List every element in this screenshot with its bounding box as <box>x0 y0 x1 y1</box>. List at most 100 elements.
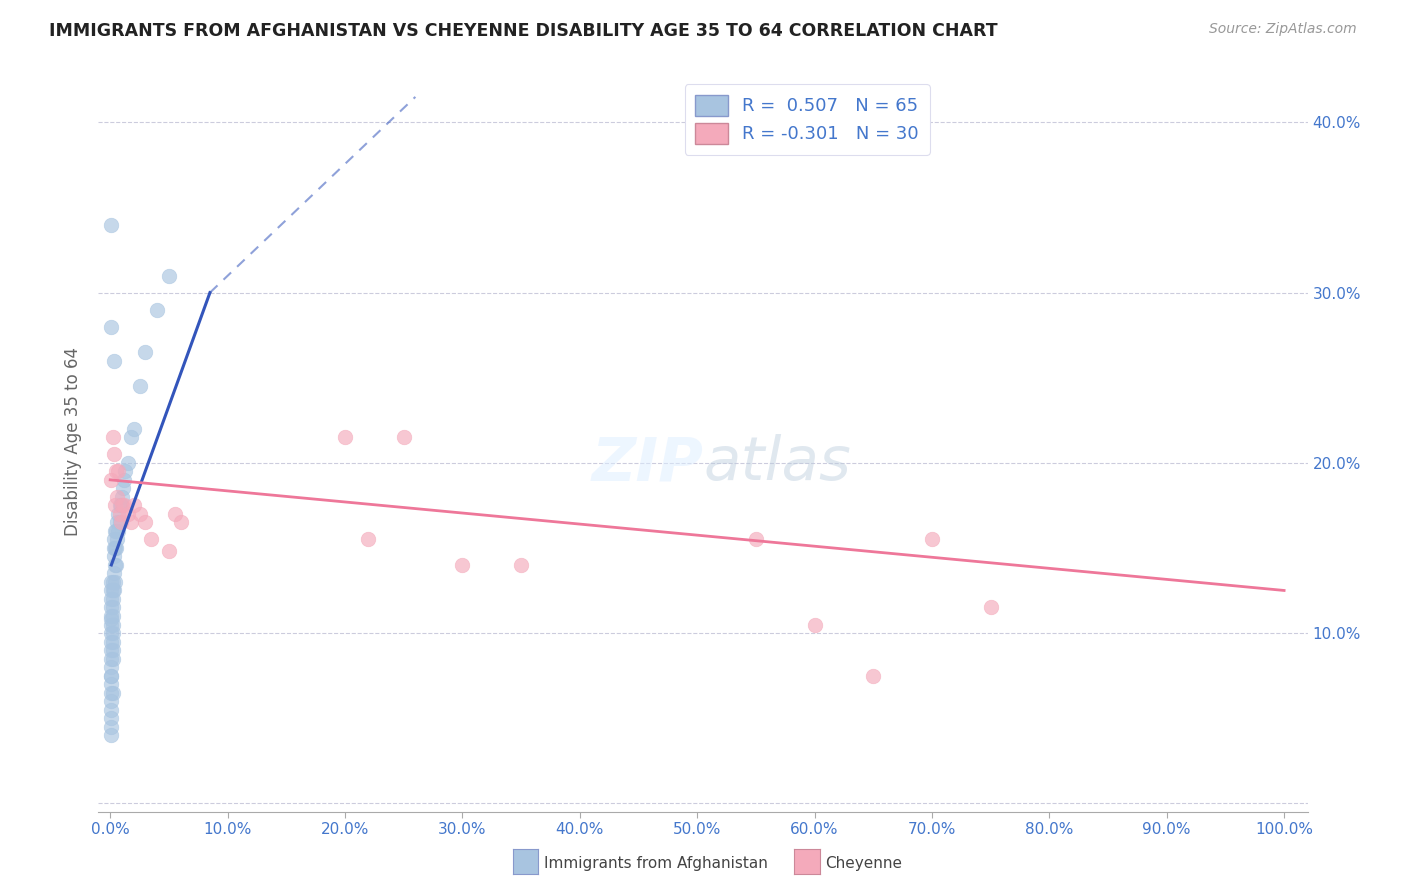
Point <box>101 651 124 665</box>
Point <box>100 728 122 742</box>
Text: ZIP: ZIP <box>591 434 703 493</box>
Point <box>101 617 124 632</box>
Point <box>100 218 122 232</box>
Point <box>105 541 128 555</box>
Point <box>105 490 128 504</box>
Point <box>101 609 124 624</box>
Text: atlas: atlas <box>703 434 851 493</box>
Point <box>108 499 131 513</box>
Point <box>101 430 124 444</box>
Point <box>141 533 163 547</box>
Point <box>103 541 125 555</box>
Point <box>745 533 768 547</box>
Point <box>128 507 150 521</box>
Point <box>108 516 131 530</box>
Point <box>100 694 122 708</box>
Point <box>104 574 127 589</box>
Point <box>108 507 131 521</box>
Point <box>117 456 139 470</box>
Point <box>862 668 884 682</box>
Point <box>104 499 127 513</box>
Point <box>111 490 134 504</box>
Point <box>100 711 122 725</box>
Point <box>100 612 122 626</box>
Legend: R =  0.507   N = 65, R = -0.301   N = 30: R = 0.507 N = 65, R = -0.301 N = 30 <box>685 84 929 154</box>
Point <box>104 541 127 555</box>
Point <box>105 558 128 572</box>
Point <box>146 302 169 317</box>
Text: Source: ZipAtlas.com: Source: ZipAtlas.com <box>1209 22 1357 37</box>
Point <box>100 591 122 606</box>
Point <box>163 507 186 521</box>
Point <box>103 566 125 581</box>
Point <box>103 447 125 461</box>
Point <box>134 516 156 530</box>
Point <box>392 430 415 444</box>
Point <box>100 600 122 615</box>
Point <box>112 499 135 513</box>
Point <box>157 268 180 283</box>
Point <box>120 430 142 444</box>
Point <box>104 558 127 572</box>
Point <box>105 464 128 478</box>
Point <box>122 499 145 513</box>
Point <box>101 583 124 598</box>
Point <box>100 668 122 682</box>
Point <box>103 533 125 547</box>
Point <box>100 634 122 648</box>
Point <box>111 499 134 513</box>
Point <box>101 634 124 648</box>
Point <box>451 558 474 572</box>
Y-axis label: Disability Age 35 to 64: Disability Age 35 to 64 <box>65 347 83 536</box>
Text: Immigrants from Afghanistan: Immigrants from Afghanistan <box>544 856 768 871</box>
Point <box>157 544 180 558</box>
Point <box>100 660 122 674</box>
Point <box>105 516 128 530</box>
Point <box>101 574 124 589</box>
Point <box>122 422 145 436</box>
Point <box>100 609 122 624</box>
Point <box>169 516 191 530</box>
Point <box>110 499 132 513</box>
Point <box>921 533 943 547</box>
Point <box>510 558 533 572</box>
Point <box>100 685 122 699</box>
Point <box>110 516 132 530</box>
Point <box>120 516 142 530</box>
Point <box>100 473 122 487</box>
Point <box>107 507 129 521</box>
Point <box>100 668 122 682</box>
Text: IMMIGRANTS FROM AFGHANISTAN VS CHEYENNE DISABILITY AGE 35 TO 64 CORRELATION CHAR: IMMIGRANTS FROM AFGHANISTAN VS CHEYENNE … <box>49 22 998 40</box>
Point <box>103 353 125 368</box>
Point <box>114 464 136 478</box>
Point <box>103 583 125 598</box>
Point <box>105 524 128 538</box>
Point <box>803 617 825 632</box>
Point <box>117 507 139 521</box>
Point <box>101 626 124 640</box>
Point <box>134 345 156 359</box>
Point <box>100 626 122 640</box>
Point <box>100 617 122 632</box>
Point <box>101 600 124 615</box>
Point <box>112 473 135 487</box>
Text: Cheyenne: Cheyenne <box>825 856 903 871</box>
Point <box>980 600 1002 615</box>
Point <box>112 481 135 495</box>
Point <box>107 524 129 538</box>
Point <box>333 430 356 444</box>
Point <box>100 677 122 691</box>
Point <box>128 379 150 393</box>
Point <box>107 464 129 478</box>
Point <box>103 549 125 564</box>
Point <box>357 533 380 547</box>
Point <box>101 685 124 699</box>
Point <box>100 703 122 717</box>
Point <box>105 533 128 547</box>
Point <box>100 720 122 734</box>
Point <box>100 643 122 657</box>
Point <box>104 524 127 538</box>
Point <box>100 319 122 334</box>
Point <box>101 591 124 606</box>
Point <box>101 643 124 657</box>
